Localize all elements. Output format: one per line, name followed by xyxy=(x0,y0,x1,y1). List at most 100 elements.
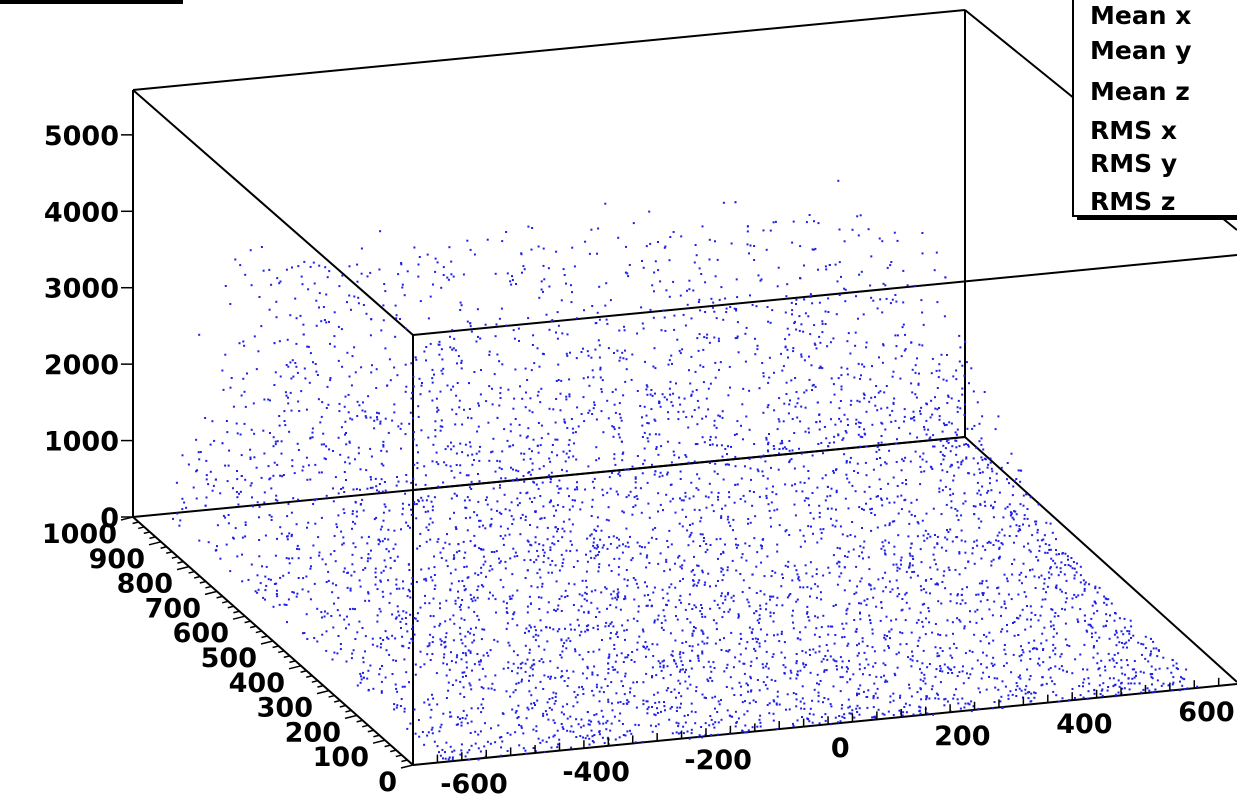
data-point xyxy=(819,591,822,594)
data-point xyxy=(340,328,343,331)
data-point xyxy=(965,443,968,445)
data-point xyxy=(693,508,696,511)
data-point xyxy=(795,660,798,663)
data-point xyxy=(520,725,523,728)
data-point xyxy=(496,353,499,356)
data-point xyxy=(1010,512,1013,515)
data-point xyxy=(599,368,602,371)
data-point xyxy=(580,630,583,633)
data-point xyxy=(415,517,418,520)
data-point xyxy=(830,487,833,490)
data-point xyxy=(1146,687,1149,690)
data-point xyxy=(522,265,525,268)
data-point xyxy=(798,447,800,450)
data-point xyxy=(626,656,629,659)
data-point xyxy=(508,509,511,512)
data-point xyxy=(862,546,865,549)
data-point xyxy=(896,239,899,242)
data-point xyxy=(778,703,781,706)
data-point xyxy=(239,490,242,493)
data-point xyxy=(592,544,595,547)
data-point xyxy=(473,545,476,547)
data-point xyxy=(764,640,767,643)
data-point xyxy=(924,633,927,636)
data-point xyxy=(512,407,515,410)
data-point xyxy=(338,402,341,405)
data-point xyxy=(742,438,744,441)
data-point xyxy=(617,596,620,599)
data-point xyxy=(473,371,476,373)
data-point xyxy=(460,359,463,362)
data-point xyxy=(964,652,967,655)
data-point xyxy=(675,615,677,617)
data-point xyxy=(447,278,450,281)
data-point xyxy=(796,573,799,576)
data-point xyxy=(756,468,759,471)
data-point xyxy=(966,672,968,675)
data-point xyxy=(329,379,332,382)
data-point xyxy=(396,605,399,608)
data-point xyxy=(213,439,216,442)
data-point xyxy=(791,309,794,312)
data-point xyxy=(856,711,859,713)
data-point xyxy=(934,534,936,536)
data-point xyxy=(572,431,575,434)
data-point xyxy=(333,550,336,552)
data-point xyxy=(729,306,732,308)
data-point xyxy=(1028,691,1031,693)
data-point xyxy=(1013,634,1016,637)
data-point xyxy=(480,566,483,569)
data-point xyxy=(978,489,981,492)
data-point xyxy=(431,368,434,371)
data-point xyxy=(867,228,870,231)
data-point xyxy=(653,693,656,696)
data-point xyxy=(1079,653,1082,656)
data-point xyxy=(683,559,686,562)
data-point xyxy=(694,370,697,373)
data-point xyxy=(1079,574,1082,577)
data-point xyxy=(654,260,657,263)
data-point xyxy=(646,700,649,703)
data-point xyxy=(909,546,912,549)
data-point xyxy=(757,638,759,641)
data-point xyxy=(814,583,817,586)
data-point xyxy=(647,706,650,709)
data-point xyxy=(794,405,797,408)
data-point xyxy=(1141,653,1143,656)
data-point xyxy=(575,486,578,489)
data-point xyxy=(709,607,712,610)
data-point xyxy=(289,391,292,394)
data-point xyxy=(565,639,568,642)
data-point xyxy=(489,742,492,745)
data-point xyxy=(178,524,181,527)
data-point xyxy=(794,320,796,323)
data-point xyxy=(611,702,613,705)
data-point xyxy=(805,497,808,500)
data-point xyxy=(763,593,766,596)
data-point xyxy=(394,683,397,686)
data-point xyxy=(307,345,310,348)
data-point xyxy=(1130,625,1133,628)
data-point xyxy=(946,529,948,531)
data-point xyxy=(703,336,706,339)
data-point xyxy=(876,409,879,412)
data-point xyxy=(512,650,515,653)
data-point xyxy=(776,596,779,599)
data-point xyxy=(667,363,670,366)
data-point xyxy=(958,334,961,337)
data-point xyxy=(662,609,665,612)
data-point xyxy=(334,476,337,479)
data-point xyxy=(944,697,947,700)
data-point xyxy=(945,440,948,443)
data-point xyxy=(1012,518,1015,521)
data-point xyxy=(236,432,239,435)
data-point xyxy=(684,324,687,327)
data-point xyxy=(893,672,896,675)
data-point xyxy=(538,568,541,571)
data-point xyxy=(376,620,379,623)
data-point xyxy=(410,508,412,511)
data-point xyxy=(1066,644,1069,647)
data-point xyxy=(183,501,186,504)
data-point xyxy=(490,551,493,553)
data-point xyxy=(857,234,860,237)
